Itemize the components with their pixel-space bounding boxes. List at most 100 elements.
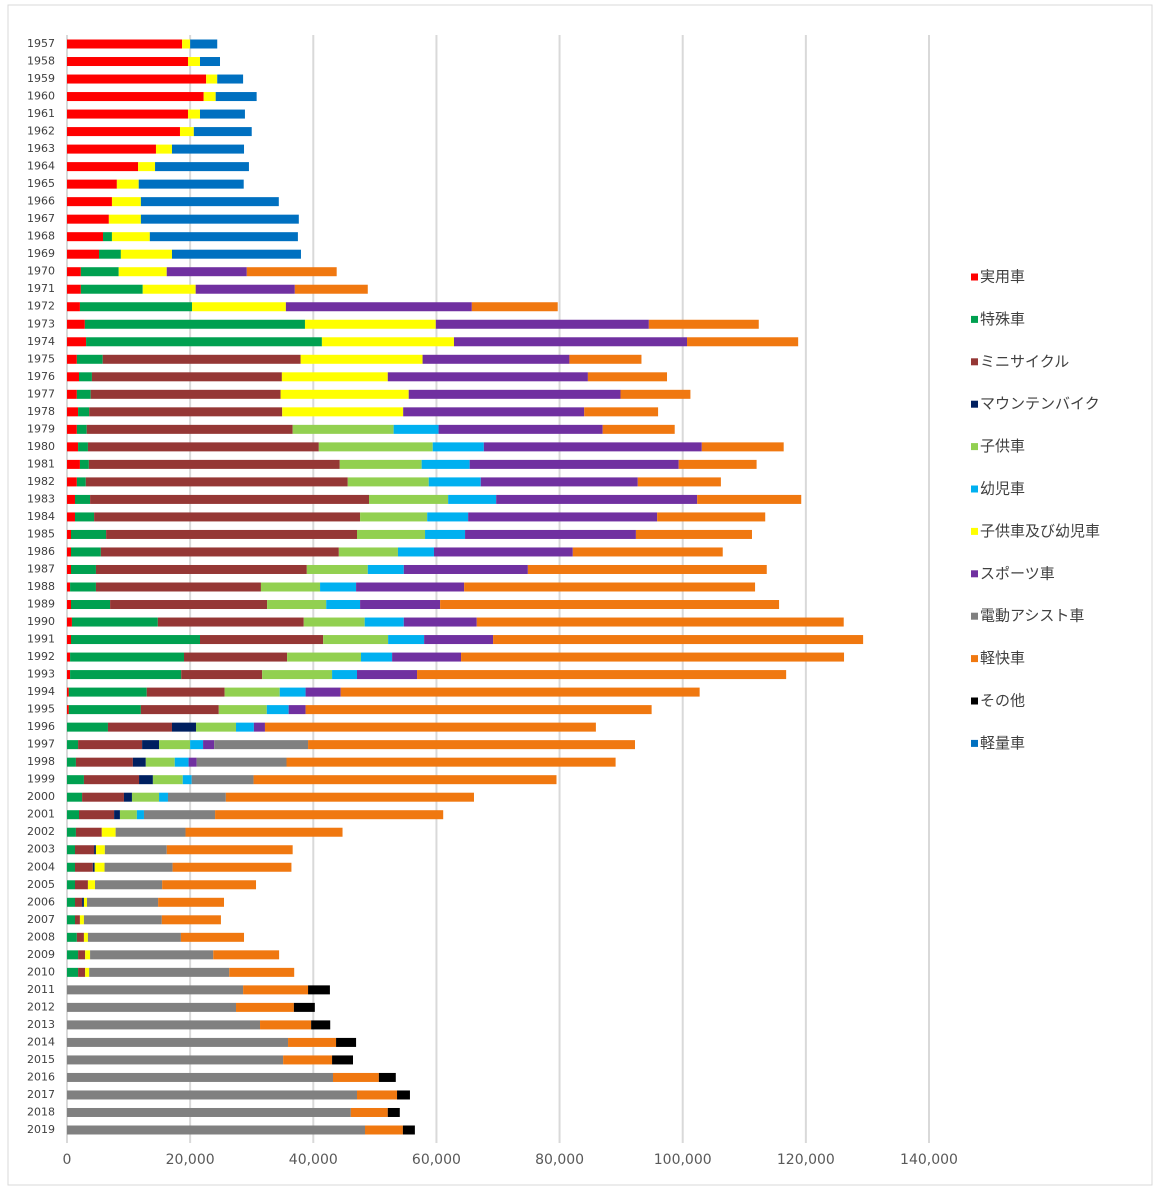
bar-segment	[171, 144, 245, 154]
y-tick-label: 1968	[27, 230, 55, 243]
bar-segment	[288, 705, 306, 715]
y-tick-label: 1969	[27, 247, 55, 260]
bar-segment	[199, 635, 324, 645]
bar-segment	[131, 792, 160, 802]
bar-segment	[67, 302, 80, 312]
bar-segment	[67, 757, 76, 767]
bar-segment	[67, 827, 76, 837]
bar-segment	[149, 232, 298, 242]
bar-segment	[182, 775, 192, 785]
bar-segment	[140, 214, 299, 224]
y-tick-label: 1995	[27, 703, 55, 716]
bar-segment	[95, 582, 261, 592]
bar-segment	[262, 670, 333, 680]
bar-segment	[637, 477, 721, 487]
bar-segment	[90, 950, 214, 960]
bar-segment	[95, 845, 105, 855]
bar-segment	[387, 1107, 400, 1117]
bar-segment	[94, 862, 105, 872]
bar-segment	[85, 967, 90, 977]
bar-segment	[67, 424, 77, 434]
bar-segment	[75, 862, 93, 872]
bar-segment	[203, 740, 215, 750]
bar-segment	[357, 1090, 398, 1100]
bar-segment	[67, 1055, 284, 1065]
legend-marker	[971, 570, 978, 578]
bar-segment	[82, 792, 124, 802]
y-tick-label: 1979	[27, 422, 55, 435]
bar-segment	[425, 529, 466, 539]
legend-marker	[971, 273, 978, 281]
bar-segment	[308, 985, 330, 995]
bar-segment	[80, 284, 143, 294]
legend-marker	[971, 400, 978, 408]
bar-segment	[332, 670, 358, 680]
bar-segment	[67, 582, 71, 592]
bar-segment	[67, 967, 79, 977]
bar-segment	[215, 810, 444, 820]
bar-segment	[369, 494, 449, 504]
bar-segment	[75, 757, 133, 767]
bar-segment	[67, 57, 188, 67]
bar-segment	[142, 740, 160, 750]
bar-segment	[305, 687, 341, 697]
bar-segment	[76, 932, 84, 942]
bar-segment	[83, 775, 140, 785]
bar-segment	[67, 389, 77, 399]
bar-segment	[403, 617, 477, 627]
bar-segment	[190, 39, 218, 49]
bar-segment	[253, 775, 557, 785]
bar-segment	[179, 127, 194, 137]
bar-segment	[152, 775, 183, 785]
bar-segment	[88, 459, 340, 469]
bar-segment	[357, 670, 418, 680]
bar-segment	[106, 529, 358, 539]
x-tick-label: 60,000	[412, 1152, 461, 1168]
bar-segment	[338, 547, 398, 557]
bar-segment	[87, 932, 181, 942]
legend-marker	[971, 612, 978, 620]
y-tick-label: 1993	[27, 668, 55, 681]
y-tick-label: 2007	[27, 913, 55, 926]
bar-segment	[67, 564, 72, 574]
bar-segment	[569, 354, 642, 364]
bar-segment	[78, 407, 90, 417]
bar-segment	[67, 512, 76, 522]
y-tick-label: 1959	[27, 72, 55, 85]
bar-segment	[471, 302, 558, 312]
bar-segment	[118, 267, 167, 277]
bar-segment	[99, 249, 121, 259]
bar-segment	[159, 740, 191, 750]
bar-segment	[181, 670, 263, 680]
bar-segment	[104, 845, 167, 855]
bar-segment	[236, 1002, 294, 1012]
bar-segment	[171, 722, 196, 732]
bar-segment	[67, 617, 72, 627]
bar-segment	[79, 810, 115, 820]
y-tick-label: 2000	[27, 790, 55, 803]
y-tick-label: 2004	[27, 860, 55, 873]
bar-segment	[166, 845, 293, 855]
bar-segment	[70, 652, 184, 662]
bar-segment	[67, 1107, 351, 1117]
bar-segment	[361, 652, 393, 662]
bar-segment	[67, 144, 156, 154]
legend-label: マウンテンバイク	[980, 395, 1100, 413]
y-tick-label: 2013	[27, 1018, 55, 1031]
bar-segment	[193, 127, 252, 137]
bar-segment	[140, 197, 279, 207]
legend-marker	[971, 358, 978, 366]
bar-segment	[79, 459, 89, 469]
y-tick-label: 1977	[27, 387, 55, 400]
y-tick-label: 1992	[27, 650, 55, 663]
y-tick-label: 1991	[27, 633, 55, 646]
y-tick-label: 1964	[27, 160, 55, 173]
bar-segment	[75, 494, 91, 504]
bar-segment	[67, 494, 76, 504]
bar-segment	[68, 705, 141, 715]
y-tick-label: 1970	[27, 265, 55, 278]
bar-segment	[67, 109, 188, 119]
bar-segment	[155, 144, 172, 154]
bar-segment	[86, 424, 293, 434]
bar-segment	[89, 967, 230, 977]
